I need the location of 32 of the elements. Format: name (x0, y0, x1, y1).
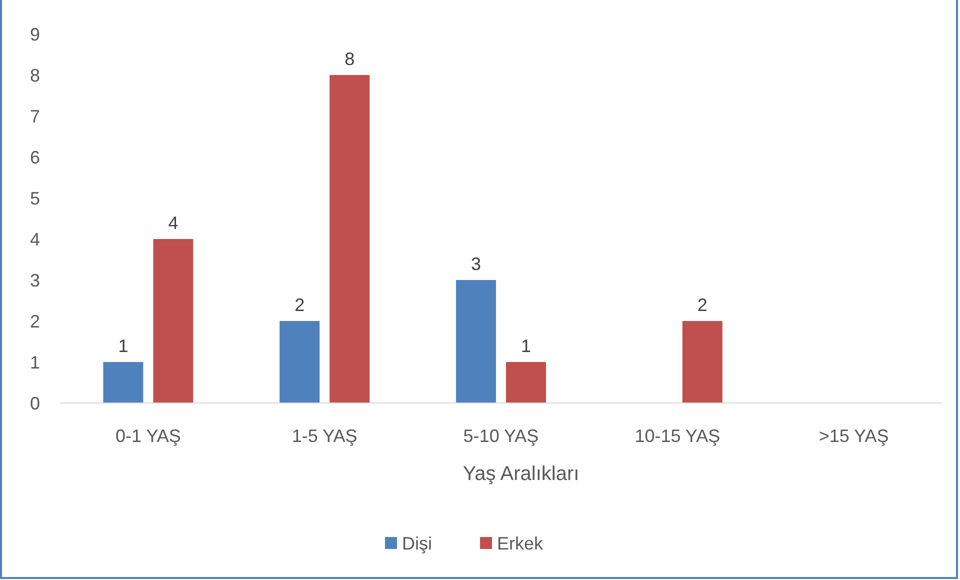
y-tick-label: 2 (30, 311, 40, 332)
y-tick-label: 5 (30, 188, 40, 208)
x-tick-label: 1-5 YAŞ (292, 426, 358, 446)
data-label: 1 (118, 336, 128, 356)
y-tick-label: 8 (30, 65, 40, 86)
data-label: 8 (344, 49, 355, 69)
y-tick-label: 4 (30, 229, 40, 250)
legend-label: Erkek (497, 533, 544, 554)
y-tick-label: 3 (30, 270, 40, 290)
bar (506, 362, 546, 403)
bar (280, 321, 320, 403)
data-label: 3 (470, 254, 482, 274)
data-label: 1 (520, 336, 532, 356)
bar (153, 239, 194, 403)
y-tick-label: 1 (30, 352, 40, 372)
data-label: 2 (294, 295, 305, 315)
y-tick-label: 9 (30, 24, 40, 44)
y-tick-label: 6 (30, 147, 40, 168)
bar (330, 75, 370, 403)
data-label: 4 (168, 213, 178, 233)
y-tick-label: 0 (30, 393, 40, 414)
bar (103, 362, 144, 403)
bar (682, 321, 722, 403)
x-axis-title: Yaş Aralıkları (462, 463, 580, 485)
x-tick-label: >15 YAŞ (818, 426, 889, 446)
y-tick-label: 7 (30, 106, 40, 126)
legend-label: Dişi (402, 533, 432, 554)
x-tick-label: 10-15 YAŞ (634, 426, 720, 446)
data-label: 2 (697, 295, 708, 315)
x-tick-label: 0-1 YAŞ (116, 426, 181, 446)
x-tick-label: 5-10 YAŞ (463, 426, 539, 446)
bar (456, 280, 496, 403)
